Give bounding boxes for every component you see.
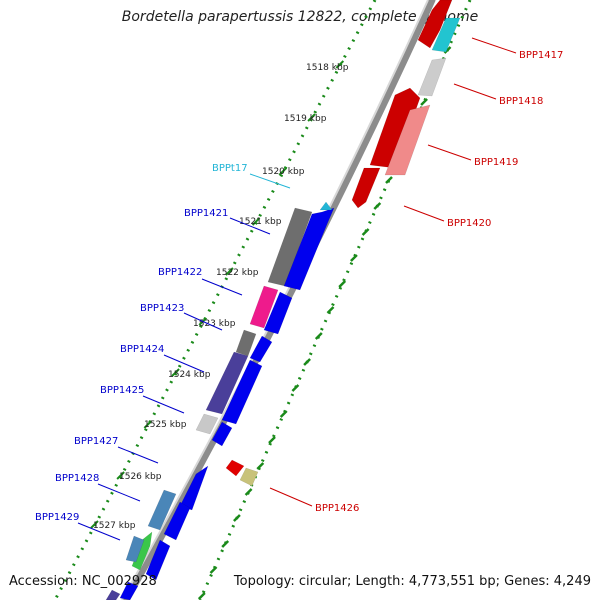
map-title: Bordetella parapertussis 12822, complete… [121, 9, 479, 25]
major-tick [278, 167, 287, 176]
leader-line-bpp1429 [77, 522, 121, 541]
major-tick [143, 420, 153, 429]
minor-tick [221, 540, 230, 548]
feature-block-bpp1429b[interactable] [125, 535, 145, 563]
gene-label-bpp1428[interactable]: BPP1428 [55, 473, 99, 484]
major-tick [251, 217, 261, 226]
minor-tick [197, 592, 206, 600]
ruler-label: 1523 kbp [193, 319, 236, 329]
ruler-labels: 1518 kbp 1519 kbp 1520 kbp 1521 kbp 1522 kbp… [93, 63, 349, 531]
leader-line-bpp1425 [142, 395, 185, 414]
feature-block-bpp1429f[interactable] [145, 539, 171, 581]
leader-line-bpp1420 [403, 205, 445, 222]
feature-block-bottom2[interactable] [105, 589, 121, 600]
gene-label-bpp1424[interactable]: BPP1424 [120, 344, 164, 355]
ruler-label: 1521 kbp [239, 217, 282, 227]
major-tick [335, 60, 345, 69]
gene-label-bpp1422[interactable]: BPP1422 [158, 267, 202, 278]
minor-tick [443, 46, 452, 54]
feature-block-bpp1428[interactable] [147, 489, 177, 531]
leader-line-bpp1419 [427, 144, 472, 161]
ruler-label: 1522 kbp [216, 268, 259, 278]
minor-tick [314, 332, 323, 340]
feature-block-bpp1417b[interactable] [431, 17, 461, 53]
feature-block-bpp1424f[interactable] [249, 335, 273, 363]
minor-tick [256, 462, 265, 470]
ruler-label: 1519 kbp [284, 114, 327, 124]
feature-block-bpp1421f[interactable] [283, 207, 335, 291]
minor-tick [291, 384, 300, 392]
gene-label-bpp1421[interactable]: BPP1421 [184, 208, 228, 219]
gene-label-bpp1419[interactable]: BPP1419 [474, 157, 518, 168]
leader-line-bpp1424 [163, 354, 205, 373]
leader-line-bpp1421 [229, 217, 271, 235]
major-ticks [90, 60, 345, 529]
accession-text: Accession: NC_002928 [9, 574, 157, 589]
minor-tick [303, 358, 311, 366]
ruler-label: 1518 kbp [306, 63, 349, 73]
major-tick [90, 520, 99, 529]
minor-tick [268, 436, 276, 444]
leader-line-bpp1417 [471, 37, 517, 54]
leader-line-bpp1427 [117, 446, 159, 464]
gene-label-bppt17[interactable]: BPPt17 [212, 163, 248, 174]
minor-tick [338, 280, 347, 288]
major-tick [225, 267, 234, 276]
feature-block-bpp1419[interactable] [384, 104, 431, 176]
feature-block-bpp1418b[interactable] [417, 57, 447, 97]
gene-label-bpp1426[interactable]: BPP1426 [315, 503, 359, 514]
feature-block-bpp1423[interactable] [235, 329, 257, 357]
minor-tick [326, 306, 335, 314]
leader-line-bppt17 [249, 173, 291, 189]
feature-block-bpp1421[interactable] [267, 207, 313, 287]
feature-block-bpp1427f[interactable] [211, 421, 233, 447]
minor-tick [244, 488, 253, 496]
leader-line-bpp1428 [97, 483, 141, 502]
feature-block-bpp1423f[interactable] [263, 291, 293, 335]
feature-block-bottom[interactable] [119, 581, 139, 600]
feature-block-bpp1428f[interactable] [163, 501, 191, 541]
leader-line-bpp1426 [269, 487, 313, 507]
feature-block-bppt17[interactable] [319, 201, 333, 211]
minor-tick [361, 228, 370, 236]
feature-block-bpp1417[interactable] [417, 0, 453, 49]
feature-block-bpp1426b[interactable] [239, 467, 259, 487]
ruler-label: 1525 kbp [144, 420, 187, 430]
gene-label-bpp1418[interactable]: BPP1418 [499, 96, 543, 107]
feature-block-bpp1426[interactable] [225, 459, 245, 477]
gene-label-bpp1427[interactable]: BPP1427 [74, 436, 118, 447]
genome-backbone [122, 0, 436, 600]
gene-label-bpp1420[interactable]: BPP1420 [447, 218, 491, 229]
minor-tick [373, 202, 382, 210]
minor-tick [279, 410, 288, 418]
major-tick [171, 368, 180, 377]
ruler-label: 1527 kbp [93, 521, 136, 531]
feature-block-bpp1420[interactable] [351, 167, 381, 209]
ruler-label: 1520 kbp [262, 167, 305, 177]
feature-block-bpp1424[interactable] [205, 351, 249, 415]
feature-block-bpp1425f[interactable] [221, 359, 263, 425]
gene-labels: BPP1417 BPP1418 BPP1419 BPP1420 BPPt17 BPP142… [35, 37, 563, 541]
ruler-label: 1524 kbp [168, 370, 211, 380]
ruler-label: 1526 kbp [119, 472, 162, 482]
minor-tick [209, 566, 218, 574]
feature-block-bpp1422[interactable] [249, 285, 279, 329]
minor-tick [420, 98, 428, 106]
gene-label-bpp1417[interactable]: BPP1417 [519, 50, 563, 61]
topology-summary: Topology: circular; Length: 4,773,551 bp… [233, 574, 591, 589]
minor-tick [350, 254, 358, 262]
minor-tick [385, 176, 393, 184]
feature-block-bpp1425[interactable] [195, 413, 219, 435]
feature-blocks [105, 0, 461, 600]
major-tick [307, 113, 316, 122]
minor-tick [233, 514, 241, 522]
leader-line-bpp1423 [183, 312, 223, 331]
leader-line-bpp1418 [453, 83, 497, 100]
major-tick [116, 471, 125, 480]
gene-label-bpp1425[interactable]: BPP1425 [100, 385, 144, 396]
gene-label-bpp1429[interactable]: BPP1429 [35, 512, 79, 523]
leader-line-bpp1422 [201, 278, 243, 296]
gene-label-bpp1423[interactable]: BPP1423 [140, 303, 184, 314]
